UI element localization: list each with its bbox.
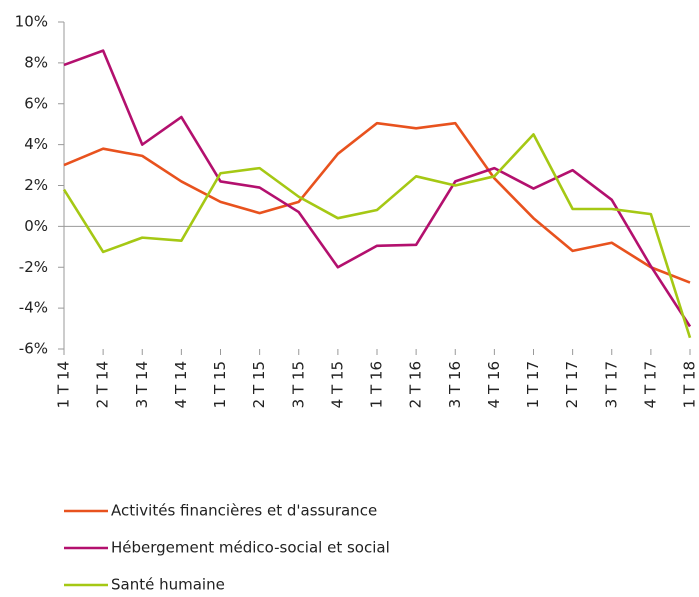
y-tick-label: 2% [24, 176, 48, 194]
x-tick-label: 1 T 16 [368, 361, 386, 408]
y-tick-label: -6% [19, 340, 48, 358]
x-tick-label: 3 T 16 [446, 361, 464, 408]
x-tick-label: 1 T 15 [211, 361, 229, 408]
y-tick-label: 0% [24, 217, 48, 235]
x-tick-label: 1 T 14 [55, 361, 73, 408]
legend-label: Activités financières et d'assurance [111, 502, 377, 520]
legend-label: Hébergement médico-social et social [111, 539, 390, 557]
x-tick-label: 2 T 16 [407, 361, 425, 408]
series-line [63, 121, 691, 284]
y-tick-label: 6% [24, 94, 48, 112]
x-tick-label: 4 T 15 [328, 361, 346, 408]
x-tick-label: 2 T 15 [250, 361, 268, 408]
x-tick-label: 3 T 14 [133, 361, 151, 408]
x-tick-label: 3 T 17 [602, 361, 620, 408]
y-tick-label: 4% [24, 135, 48, 153]
series-line [62, 133, 692, 339]
legend-label: Santé humaine [111, 576, 225, 594]
y-tick-label: 8% [24, 53, 48, 71]
x-tick-label: 2 T 17 [563, 361, 581, 408]
x-tick-label: 4 T 14 [172, 361, 190, 408]
series-line [63, 49, 692, 328]
x-tick-label: 4 T 16 [485, 361, 503, 408]
x-tick-label: 3 T 15 [289, 361, 307, 408]
x-tick-label: 1 T 18 [681, 361, 699, 408]
x-tick-label: 4 T 17 [641, 361, 659, 408]
y-tick-label: 10% [15, 13, 48, 31]
y-tick-label: -2% [19, 258, 48, 276]
y-tick-label: -4% [19, 299, 48, 317]
x-tick-label: 1 T 17 [524, 361, 542, 408]
x-tick-label: 2 T 14 [94, 361, 112, 408]
